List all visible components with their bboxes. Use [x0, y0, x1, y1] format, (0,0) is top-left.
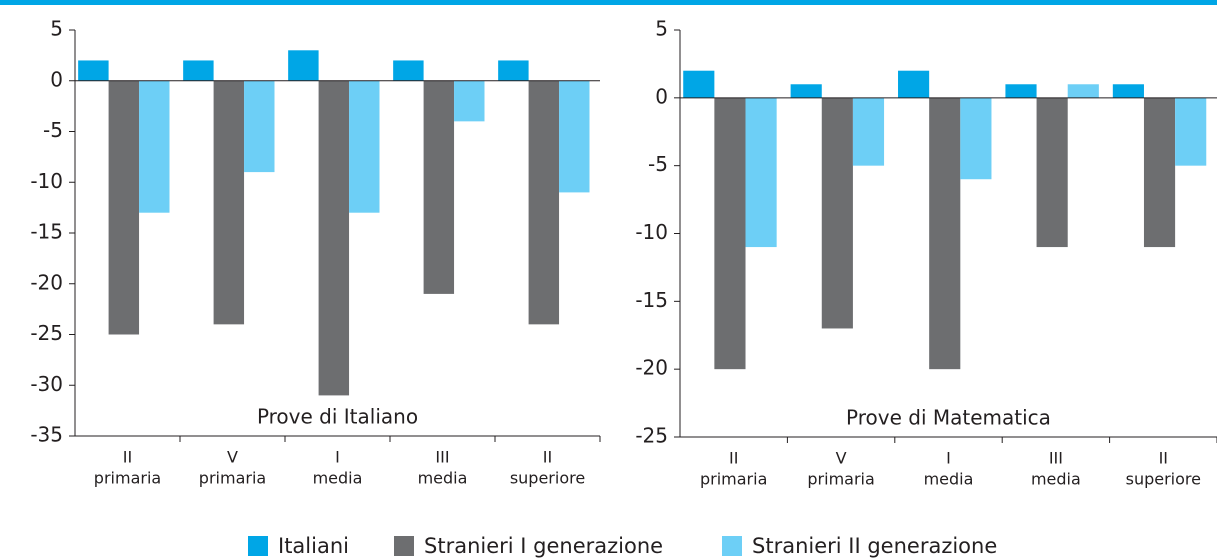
bar [244, 80, 275, 173]
legend-label: Italiani [278, 534, 349, 558]
x-tick-label: II [123, 448, 132, 467]
legend-label: Stranieri II generazione [752, 534, 997, 558]
x-tick-label: primaria [700, 470, 767, 489]
bar [898, 70, 930, 98]
y-tick-label: -30 [30, 372, 63, 396]
y-tick-label: -10 [30, 169, 63, 193]
legend-swatch [248, 536, 268, 556]
bar [498, 60, 529, 81]
legend-label: Stranieri I generazione [424, 534, 663, 558]
x-tick-label: superiore [1126, 470, 1201, 489]
x-tick-label: media [924, 470, 974, 489]
y-tick-label: 0 [50, 67, 63, 91]
bar [683, 70, 715, 98]
x-tick-label: II [729, 449, 738, 468]
x-tick-label: media [1031, 470, 1081, 489]
bar [960, 97, 992, 180]
y-tick-label: -15 [635, 288, 668, 312]
x-tick-label: V [836, 449, 847, 468]
bar [108, 80, 140, 335]
y-tick-label: -25 [635, 424, 668, 448]
bar [1175, 97, 1207, 166]
bar [318, 80, 350, 396]
y-tick-label: 5 [655, 17, 668, 41]
bar [288, 50, 319, 81]
x-tick-label: primaria [199, 469, 266, 488]
y-tick-label: 0 [655, 84, 668, 108]
bar [745, 97, 777, 248]
bar [559, 80, 590, 193]
bar [1067, 84, 1099, 98]
bar [929, 97, 961, 370]
annotation: Prove di Italiano [257, 405, 418, 429]
x-tick-label: II [1159, 449, 1168, 468]
bar [183, 60, 214, 81]
x-tick-label: V [227, 448, 238, 467]
y-tick-label: -20 [635, 356, 668, 380]
legend-swatch [722, 536, 742, 556]
y-tick-label: -5 [648, 152, 668, 176]
y-tick-label: -5 [43, 118, 63, 142]
x-tick-label: superiore [510, 469, 585, 488]
bar [423, 80, 455, 294]
bar [821, 97, 853, 329]
bar [790, 84, 822, 98]
x-tick-label: primaria [807, 470, 874, 489]
bar [1036, 97, 1068, 248]
y-tick-label: -10 [635, 220, 668, 244]
x-tick-label: media [418, 469, 468, 488]
bar [139, 80, 170, 213]
top-strip [0, 0, 1217, 5]
x-tick-label: I [335, 448, 340, 467]
bar [1112, 84, 1144, 98]
x-tick-label: I [946, 449, 951, 468]
y-tick-label: -35 [30, 423, 63, 447]
bar [213, 80, 245, 325]
y-tick-label: 5 [50, 17, 63, 41]
bar [393, 60, 424, 81]
bar [349, 80, 380, 213]
x-tick-label: III [1049, 449, 1063, 468]
bar [1005, 84, 1037, 98]
bar [78, 60, 109, 81]
x-tick-label: III [435, 448, 449, 467]
y-tick-label: -20 [30, 270, 63, 294]
x-tick-label: II [543, 448, 552, 467]
bar [1143, 97, 1176, 248]
bar [714, 97, 746, 370]
x-tick-label: media [313, 469, 363, 488]
y-tick-label: -25 [30, 321, 63, 345]
bar [528, 80, 560, 325]
legend-swatch [394, 536, 414, 556]
bar [454, 80, 485, 122]
y-tick-label: -15 [30, 220, 63, 244]
x-tick-label: primaria [94, 469, 161, 488]
annotation: Prove di Matematica [846, 406, 1051, 430]
bar [852, 97, 885, 166]
